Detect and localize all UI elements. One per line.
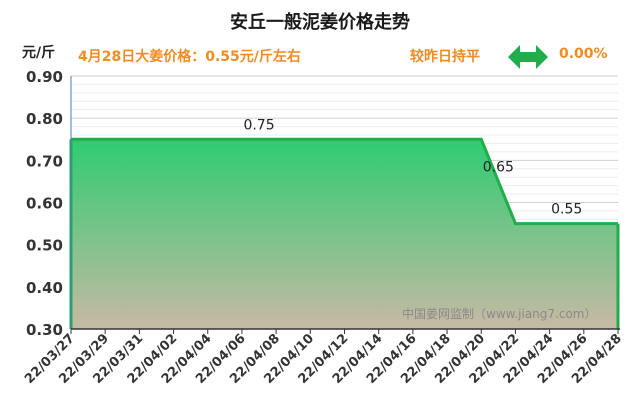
data-label: 0.55 <box>551 202 582 218</box>
y-axis-unit: 元/斤 <box>22 45 56 61</box>
chart-title: 安丘一般泥姜价格走势 <box>230 12 410 33</box>
watermark: 中国姜网监制（www.jiang7.com） <box>402 306 596 321</box>
price-area <box>71 139 618 329</box>
price-line <box>71 137 618 226</box>
y-tick-label: 0.80 <box>26 110 63 128</box>
y-tick-label: 0.30 <box>26 321 63 339</box>
y-tick-label: 0.70 <box>26 152 63 170</box>
y-tick-label: 0.90 <box>26 68 63 86</box>
trend-value: 0.00% <box>559 46 608 62</box>
y-tick-label: 0.50 <box>26 237 63 255</box>
data-label: 0.75 <box>243 117 274 133</box>
y-tick-label: 0.60 <box>26 195 63 213</box>
double-arrow-icon <box>508 45 548 69</box>
price-note: 4月28日大姜价格：0.55元/斤左右 <box>78 49 301 65</box>
data-label: 0.65 <box>483 159 514 175</box>
y-tick-label: 0.40 <box>26 279 63 297</box>
trend-label: 较昨日持平 <box>410 49 480 65</box>
